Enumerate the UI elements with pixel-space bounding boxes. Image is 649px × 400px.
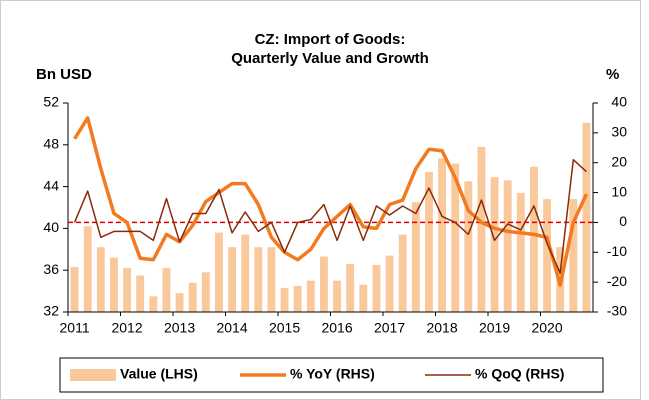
bar <box>149 296 158 312</box>
bar <box>451 163 460 312</box>
y-tick-label: 32 <box>43 303 59 319</box>
bar <box>385 255 394 312</box>
y-axis-label: Bn USD <box>36 66 92 83</box>
legend-label: % YoY (RHS) <box>290 366 375 382</box>
y2-tick-label: -20 <box>607 273 627 289</box>
y-tick-label: 40 <box>43 219 59 235</box>
bar <box>215 232 223 312</box>
bar <box>241 234 250 312</box>
bar <box>372 264 381 312</box>
y2-tick-label: 0 <box>619 213 627 229</box>
bar <box>201 272 210 312</box>
x-tick-label: 2018 <box>426 320 457 336</box>
x-tick-label: 2019 <box>479 320 510 336</box>
bar <box>136 275 145 312</box>
bar <box>477 146 486 312</box>
bar <box>306 280 315 312</box>
bar <box>280 287 289 312</box>
bar <box>438 158 446 312</box>
y-tick-label: 48 <box>43 136 59 152</box>
bar <box>228 247 236 312</box>
bar <box>464 181 473 312</box>
bar <box>398 234 407 312</box>
y2-tick-label: 10 <box>611 183 627 199</box>
bar <box>490 177 499 312</box>
legend-label: % QoQ (RHS) <box>475 366 564 382</box>
bar <box>359 284 368 312</box>
bar <box>123 268 131 312</box>
x-tick-label: 2020 <box>531 320 562 336</box>
bar <box>503 180 512 312</box>
x-tick-label: 2012 <box>111 320 142 336</box>
bar <box>569 199 578 312</box>
x-tick-label: 2016 <box>321 320 352 336</box>
bar <box>516 192 525 312</box>
y2-tick-label: 30 <box>611 124 627 140</box>
y-tick-label: 36 <box>43 261 59 277</box>
bar <box>582 122 591 312</box>
bar <box>188 282 197 312</box>
x-tick-label: 2011 <box>60 320 90 336</box>
bar <box>411 202 420 312</box>
x-tick-label: 2015 <box>269 320 300 336</box>
legend-swatch <box>70 369 116 381</box>
y2-axis-label: % <box>606 66 619 83</box>
x-tick-label: 2017 <box>374 320 405 336</box>
bar <box>175 293 184 312</box>
y2-tick-label: 20 <box>611 153 627 169</box>
bar <box>254 247 263 312</box>
y2-tick-label: -30 <box>607 303 627 319</box>
x-tick-label: 2014 <box>216 320 247 336</box>
bar <box>320 256 328 312</box>
bar <box>267 247 276 312</box>
bar <box>110 257 118 312</box>
chart-title: Quarterly Value and Growth <box>231 50 429 67</box>
bar <box>293 285 302 312</box>
bar <box>96 247 105 312</box>
x-tick-label: 2013 <box>164 320 195 336</box>
bar <box>543 199 551 312</box>
y2-tick-label: -10 <box>607 243 627 259</box>
bar <box>530 166 538 312</box>
legend-label: Value (LHS) <box>120 366 198 382</box>
legend-box <box>59 357 604 393</box>
bar <box>346 263 355 312</box>
bar <box>425 171 433 312</box>
y-tick-label: 52 <box>43 94 59 110</box>
y-tick-label: 44 <box>43 177 59 193</box>
chart-title: CZ: Import of Goods: <box>255 31 406 48</box>
y2-tick-label: 40 <box>611 94 627 110</box>
bar <box>162 268 171 312</box>
line <box>73 158 587 274</box>
bar <box>333 280 341 312</box>
bar <box>70 267 79 312</box>
bar <box>83 226 92 312</box>
